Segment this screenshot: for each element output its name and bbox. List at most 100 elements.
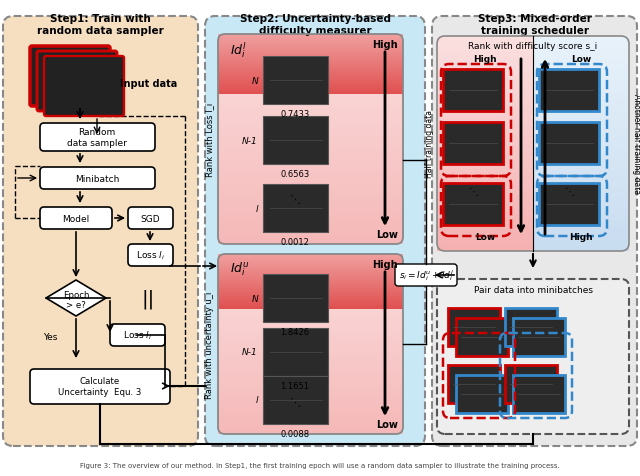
Bar [533,183,629,184]
Bar [437,122,533,123]
Bar [533,129,629,130]
Bar [437,159,533,161]
Bar [533,121,629,122]
Bar [437,92,533,93]
Bar [218,321,403,322]
Bar [533,239,629,240]
Bar [218,412,403,413]
Bar [437,143,533,144]
Bar [218,154,403,155]
Bar [533,56,629,57]
Bar [218,359,403,360]
Bar [218,146,403,147]
Bar [533,119,629,120]
Bar [437,74,533,75]
Bar [218,401,403,402]
Bar [218,329,403,330]
Bar [533,193,629,194]
Bar [218,92,403,93]
Bar [218,299,403,300]
Bar [218,277,403,278]
Bar [448,308,500,346]
Bar [533,148,629,149]
Bar [533,197,629,198]
Bar [218,41,403,42]
Bar [218,409,403,410]
Bar [437,59,533,60]
Bar [533,218,629,219]
Bar [218,346,403,347]
Bar [533,110,629,111]
Bar [218,380,403,381]
Bar [437,179,533,180]
Bar [218,131,403,132]
Bar [218,424,403,425]
Bar [218,304,403,306]
Bar [533,159,629,161]
Bar [218,286,403,287]
Bar [533,240,629,241]
Bar [437,49,533,50]
Bar [533,85,629,86]
Bar [218,387,403,388]
Bar [218,109,403,110]
Bar [437,91,533,92]
Bar [218,159,403,161]
Bar [218,272,403,273]
Bar [218,307,403,308]
Bar [218,201,403,203]
Bar [533,45,629,46]
Bar [437,98,533,99]
Bar [218,280,403,281]
Bar [218,58,403,59]
Bar [218,296,403,297]
Bar [218,93,403,94]
Bar [218,80,403,81]
Bar [218,153,403,154]
Bar [218,163,403,164]
Bar [218,149,403,151]
Text: Low: Low [475,232,495,241]
Bar [533,166,629,167]
Bar [533,174,629,175]
Bar [218,226,403,227]
Bar [218,88,403,89]
Bar [218,266,403,267]
Bar [218,351,403,352]
Bar [218,183,403,184]
Bar [218,172,403,173]
Bar [218,81,403,82]
Bar [263,117,328,165]
Bar [533,75,629,76]
Bar [218,270,403,271]
Bar [218,77,403,78]
Text: Half training data: Half training data [424,110,433,178]
FancyBboxPatch shape [432,17,637,446]
Text: SGD: SGD [140,214,160,223]
Bar [218,68,403,69]
Bar [533,67,629,68]
Bar [533,46,629,47]
Bar [218,332,403,333]
Bar [218,138,403,139]
Bar [437,152,533,153]
Bar [218,282,403,283]
Bar [218,388,403,389]
Bar [218,133,403,134]
Bar [533,168,629,169]
Bar [218,358,403,359]
Bar [443,70,503,112]
Bar [437,219,533,220]
Bar [218,100,403,101]
Bar [533,138,629,139]
Bar [437,125,533,126]
Bar [218,59,403,60]
Bar [513,375,565,413]
Bar [218,196,403,197]
Bar [218,258,403,259]
Bar [218,259,403,260]
Bar [437,108,533,109]
Bar [437,73,533,74]
Bar [437,77,533,78]
Text: High: High [473,55,497,64]
